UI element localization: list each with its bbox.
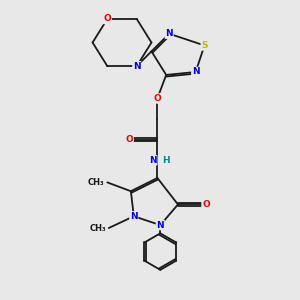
Text: O: O <box>125 135 133 144</box>
Text: N: N <box>149 156 157 165</box>
Text: N: N <box>133 61 141 70</box>
Text: N: N <box>192 68 200 76</box>
Text: N: N <box>130 212 138 221</box>
Text: CH₃: CH₃ <box>88 178 104 187</box>
Text: O: O <box>154 94 161 103</box>
Text: N: N <box>165 29 173 38</box>
Text: CH₃: CH₃ <box>89 224 106 232</box>
Text: H: H <box>162 156 170 165</box>
Text: O: O <box>103 14 111 23</box>
Text: O: O <box>202 200 210 209</box>
Text: N: N <box>157 220 164 230</box>
Text: S: S <box>201 41 208 50</box>
